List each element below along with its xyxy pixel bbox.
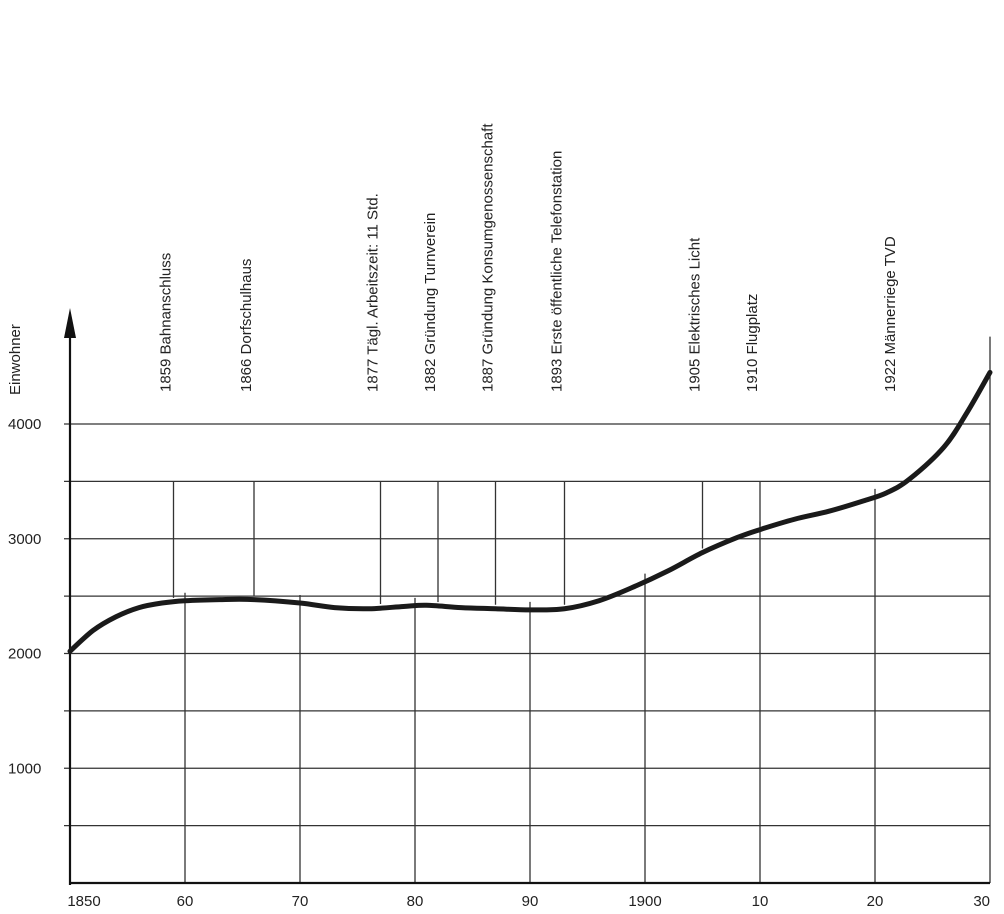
x-tick-label: 1850 <box>67 893 100 910</box>
event-label: 1887 Gründung Konsumgenossenschaft <box>480 123 497 392</box>
x-tick-label: 10 <box>752 893 769 910</box>
x-tick-label: 90 <box>522 893 539 910</box>
series-layer <box>67 369 993 654</box>
label-layer: 1859 Bahnanschluss 1866 Dorfschulhaus 1877… <box>7 123 990 910</box>
event-label: 1859 Bahnanschluss <box>158 253 175 392</box>
event-label: 1877 Tägl. Arbeitszeit: 11 Std. <box>365 193 382 392</box>
y-tick-label: 2000 <box>8 646 41 663</box>
y-tick-label: 4000 <box>8 416 41 433</box>
event-label: 1905 Elektrisches Licht <box>687 237 704 392</box>
y-axis-arrow <box>64 308 76 338</box>
y-tick-label: 1000 <box>8 760 41 777</box>
x-tick-label: 20 <box>867 893 884 910</box>
event-label: 1866 Dorfschulhaus <box>238 259 255 392</box>
event-label: 1922 Männerriege TVD <box>882 236 899 392</box>
x-tick-label: 80 <box>407 893 424 910</box>
x-tick-label: 30 <box>973 893 990 910</box>
event-label: 1910 Flugplatz <box>744 294 761 392</box>
grid-layer <box>64 336 991 883</box>
x-tick-label: 1900 <box>628 893 661 910</box>
x-tick-label: 60 <box>177 893 194 910</box>
y-axis-label: Einwohner <box>7 324 24 395</box>
event-label: 1882 Gründung Turnverein <box>422 213 439 392</box>
axis-layer <box>64 308 990 885</box>
event-layer <box>172 481 899 605</box>
y-tick-label: 3000 <box>8 531 41 548</box>
x-tick-label: 70 <box>292 893 309 910</box>
event-label: 1893 Erste öffentliche Telefonstation <box>549 151 566 392</box>
population-line <box>67 369 993 654</box>
